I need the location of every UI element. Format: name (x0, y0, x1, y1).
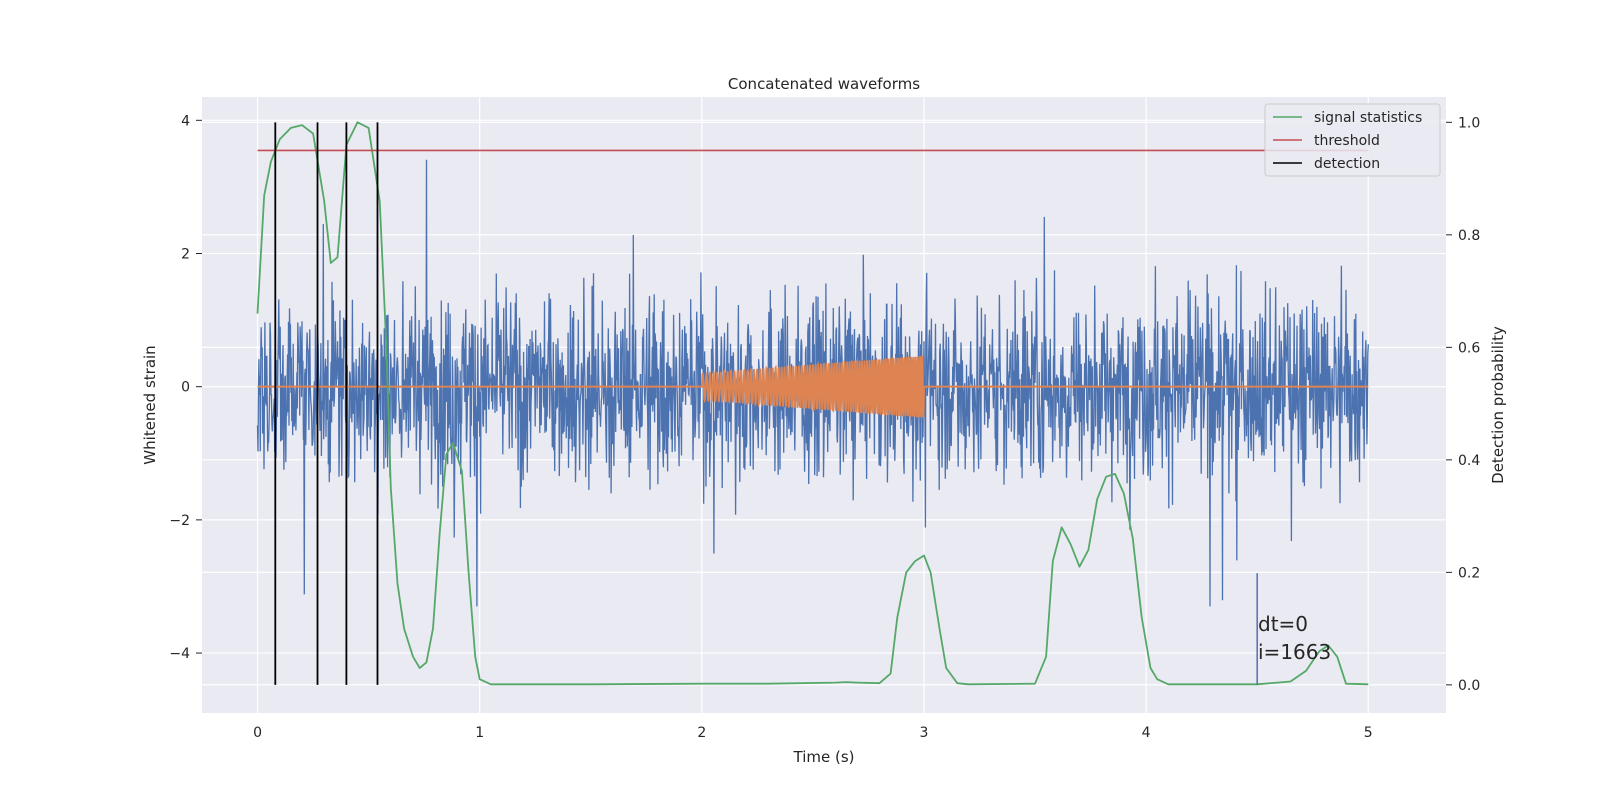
legend-label-detection: detection (1314, 156, 1380, 172)
y-tick-label: 0 (181, 380, 190, 396)
injection-line (700, 355, 925, 418)
chart-title: Concatenated waveforms (728, 75, 920, 93)
x-tick-label: 4 (1142, 725, 1151, 741)
legend-box (1264, 103, 1441, 177)
signal-statistics-line (256, 121, 1369, 686)
y2-tick-label: 1.0 (1458, 115, 1480, 131)
y-tick-label: −4 (169, 646, 190, 662)
x-tick-label: 2 (697, 725, 706, 741)
legend: signal statistics threshold detection (1264, 103, 1441, 177)
noise-series (256, 159, 1369, 607)
x-tick-label: 3 (920, 725, 929, 741)
y-tick-label: 2 (181, 246, 190, 262)
y2-tick-label: 0.0 (1458, 678, 1480, 694)
legend-label-threshold: threshold (1314, 133, 1380, 149)
y2-axis-label: Detection probability (1489, 326, 1507, 484)
axis-ticks: 0 1 2 3 4 5 −4 −2 0 2 4 0.0 0.2 0.4 0.6 0.8 1.0 (169, 113, 1480, 741)
x-tick-label: 0 (253, 725, 262, 741)
x-axis-label: Time (s) (793, 748, 855, 766)
x-tick-label: 1 (475, 725, 484, 741)
y-tick-label: −2 (169, 513, 190, 529)
annotation-index: i=1663 (1258, 640, 1331, 664)
detection-lines (274, 122, 1258, 685)
signal-statistics-series (256, 121, 1369, 686)
y2-tick-label: 0.6 (1458, 340, 1480, 356)
injection-series (257, 355, 1369, 418)
y2-tick-label: 0.8 (1458, 228, 1480, 244)
y2-tick-label: 0.4 (1458, 453, 1480, 469)
x-tick-label: 5 (1364, 725, 1373, 741)
legend-label-signal-statistics: signal statistics (1314, 110, 1422, 126)
y2-tick-label: 0.2 (1458, 565, 1480, 581)
y-axis-label: Whitened strain (141, 345, 159, 464)
y-tick-label: 4 (181, 113, 190, 129)
noise-line (256, 159, 1369, 607)
annotation-dt: dt=0 (1258, 612, 1308, 636)
